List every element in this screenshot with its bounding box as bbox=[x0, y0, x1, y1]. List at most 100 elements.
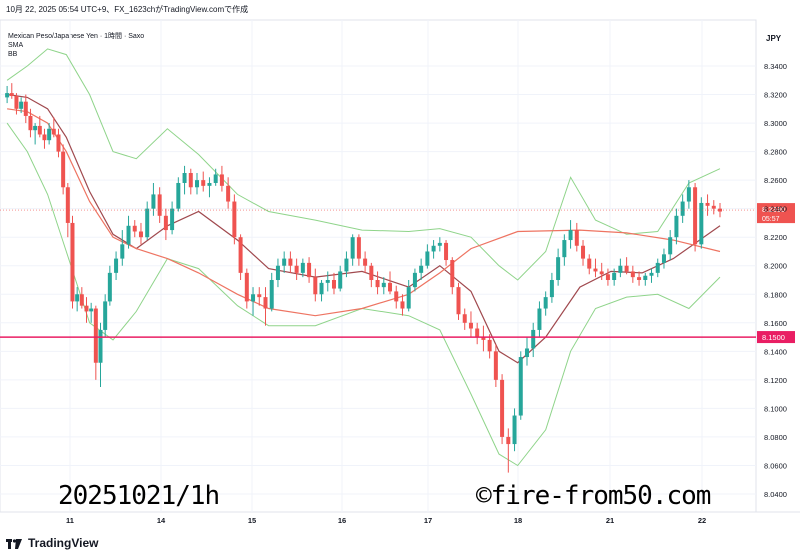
candle-up bbox=[325, 280, 330, 283]
candle-up bbox=[655, 262, 660, 273]
candle-up bbox=[338, 271, 343, 289]
candle-down bbox=[444, 242, 449, 261]
candle-up bbox=[661, 254, 666, 263]
candle-up bbox=[176, 182, 181, 209]
y-tick-label: 8.1400 bbox=[764, 347, 787, 356]
bollinger-bands bbox=[6, 48, 721, 467]
candle-down bbox=[388, 282, 393, 292]
candle-up bbox=[103, 301, 108, 330]
candle-up bbox=[207, 182, 212, 186]
candle-up bbox=[213, 174, 218, 183]
y-tick-label: 8.2200 bbox=[764, 233, 787, 242]
y-tick-label: 8.3200 bbox=[764, 91, 787, 100]
x-tick-label: 17 bbox=[424, 516, 432, 525]
candle-up bbox=[531, 329, 536, 349]
candle-down bbox=[51, 128, 56, 135]
price-axis[interactable]: 8.3400 8.3200 8.3000 8.2800 8.2600 8.2400 8.22… bbox=[764, 62, 787, 499]
candle-up bbox=[5, 93, 10, 98]
last-price-label: 8.2390 bbox=[762, 205, 785, 214]
candle-down bbox=[42, 134, 47, 141]
candle-up bbox=[668, 237, 673, 255]
candle-down bbox=[157, 194, 162, 216]
candle-down bbox=[138, 231, 143, 238]
candle-up bbox=[643, 275, 648, 280]
candle-down bbox=[307, 262, 312, 278]
candle-down bbox=[56, 134, 61, 152]
candle-up bbox=[344, 258, 349, 272]
candle-up bbox=[120, 244, 125, 259]
date-watermark: 20251021/1h bbox=[58, 481, 220, 511]
y-tick-label: 8.1200 bbox=[764, 376, 787, 385]
level-label: 8.1500 bbox=[762, 333, 785, 342]
candle-down bbox=[238, 237, 243, 273]
y-tick-label: 8.3000 bbox=[764, 119, 787, 128]
candle-up bbox=[350, 237, 355, 259]
candle-up bbox=[98, 329, 103, 363]
x-tick-label: 11 bbox=[66, 516, 74, 525]
candle-down bbox=[711, 205, 716, 209]
candle-up bbox=[549, 280, 554, 298]
candle-up bbox=[275, 265, 280, 280]
candle-up bbox=[251, 294, 256, 302]
candle-up bbox=[518, 357, 523, 416]
tradingview-logo-icon bbox=[6, 538, 22, 549]
y-tick-label: 8.2400 bbox=[764, 205, 787, 214]
candle-up bbox=[151, 194, 156, 209]
candle-up bbox=[556, 257, 561, 280]
candle-down bbox=[356, 237, 361, 259]
candle-up bbox=[425, 251, 430, 266]
candle-down bbox=[288, 258, 293, 266]
candle-down bbox=[70, 222, 75, 302]
y-tick-label: 8.2600 bbox=[764, 176, 787, 185]
y-tick-label: 8.3400 bbox=[764, 62, 787, 71]
candle-up bbox=[512, 415, 517, 445]
candle-down bbox=[61, 151, 66, 188]
candle-down bbox=[9, 93, 14, 96]
horizontal-level[interactable]: 8.1500 8.2390 05:57 bbox=[0, 203, 795, 344]
candle-down bbox=[37, 125, 42, 135]
x-tick-label: 22 bbox=[698, 516, 706, 525]
candle-up bbox=[75, 294, 80, 302]
candle-down bbox=[705, 202, 710, 206]
x-tick-label: 14 bbox=[157, 516, 166, 525]
y-tick-label: 8.1600 bbox=[764, 319, 787, 328]
candle-down bbox=[506, 436, 511, 445]
candle-down bbox=[163, 215, 168, 231]
x-tick-label: 21 bbox=[606, 516, 614, 525]
tradingview-footer[interactable]: TradingView bbox=[6, 536, 98, 550]
currency-label: JPY bbox=[766, 34, 782, 43]
x-tick-label: 15 bbox=[248, 516, 256, 525]
y-tick-label: 8.0400 bbox=[764, 490, 787, 499]
candles[interactable] bbox=[5, 83, 722, 473]
candle-up bbox=[170, 208, 175, 231]
candle-up bbox=[524, 348, 529, 358]
y-tick-label: 8.1000 bbox=[764, 404, 787, 413]
tradingview-brand: TradingView bbox=[28, 536, 99, 550]
candle-up bbox=[182, 173, 187, 183]
y-tick-label: 8.2000 bbox=[764, 262, 787, 271]
candle-down bbox=[693, 187, 698, 245]
bb-upper-line bbox=[6, 48, 721, 281]
candle-down bbox=[65, 187, 70, 223]
candle-down bbox=[201, 180, 206, 186]
candle-up bbox=[537, 308, 542, 330]
candle-up bbox=[412, 272, 417, 288]
candle-up bbox=[699, 202, 704, 245]
y-tick-label: 8.1800 bbox=[764, 290, 787, 299]
candle-down bbox=[84, 305, 89, 312]
time-axis[interactable]: 11 14 15 16 17 18 21 22 bbox=[66, 516, 706, 525]
candle-down bbox=[493, 351, 498, 380]
candle-up bbox=[300, 262, 305, 273]
candle-down bbox=[331, 280, 336, 289]
candle-down bbox=[581, 245, 586, 259]
y-tick-label: 8.0800 bbox=[764, 433, 787, 442]
candle-down bbox=[468, 322, 473, 329]
last-price-box bbox=[757, 203, 795, 224]
candle-down bbox=[593, 268, 598, 272]
chart-legend: Mexican Peso/Japanese Yen · 1時間 · Saxo S… bbox=[8, 32, 144, 59]
candle-down bbox=[28, 115, 33, 131]
candle-up bbox=[568, 230, 573, 241]
candle-up bbox=[269, 280, 274, 309]
bar-countdown-label: 05:57 bbox=[762, 216, 780, 223]
